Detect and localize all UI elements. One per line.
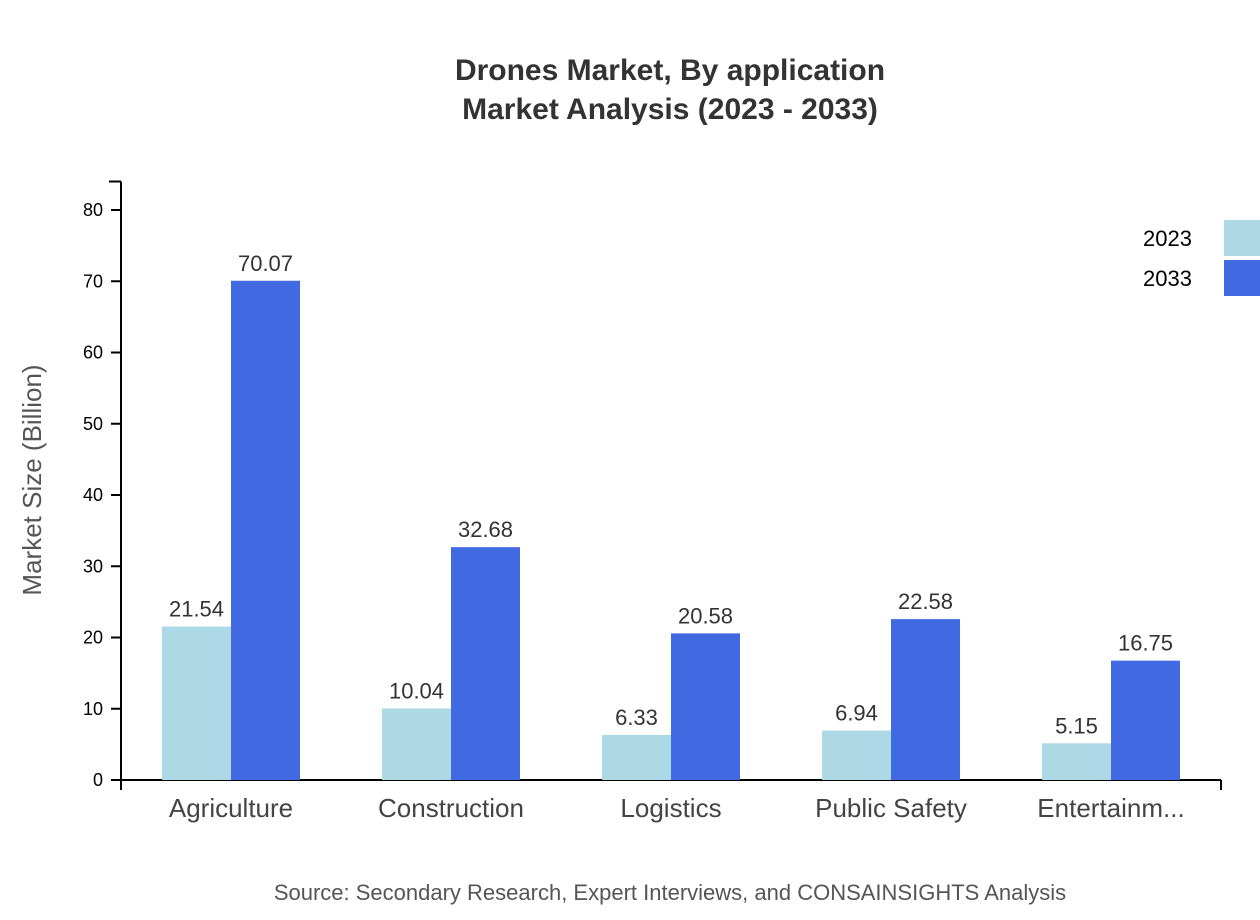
bar-2033 (891, 619, 960, 780)
source-note: Source: Secondary Research, Expert Inter… (274, 880, 1066, 905)
legend-swatch-2023 (1224, 220, 1260, 256)
y-tick-label: 80 (83, 200, 103, 220)
data-label: 20.58 (678, 603, 733, 628)
x-tick-label: Logistics (620, 793, 721, 823)
data-label: 5.15 (1055, 713, 1098, 738)
data-label: 32.68 (458, 517, 513, 542)
x-tick-label: Public Safety (815, 793, 967, 823)
x-tick-label: Agriculture (169, 793, 293, 823)
y-tick-label: 0 (93, 770, 103, 790)
data-label: 10.04 (389, 678, 444, 703)
bar-2033 (451, 547, 520, 780)
bar-2023 (382, 708, 451, 780)
bar-2023 (602, 734, 671, 780)
y-tick-label: 50 (83, 414, 103, 434)
y-tick-label: 10 (83, 699, 103, 719)
x-tick-label: Entertainm... (1037, 793, 1184, 823)
bar-2033 (231, 280, 300, 780)
y-tick-label: 20 (83, 628, 103, 648)
bar-2033 (671, 633, 740, 780)
chart-title: Drones Market, By application (455, 54, 885, 87)
y-axis-label: Market Size (Billion) (17, 364, 47, 595)
data-label: 70.07 (238, 251, 293, 276)
y-tick-label: 40 (83, 485, 103, 505)
legend-label: 2033 (1143, 266, 1192, 291)
x-tick-label: Construction (378, 793, 524, 823)
bar-2023 (1042, 743, 1111, 780)
bar-2023 (822, 730, 891, 780)
bar-2033 (1111, 660, 1180, 780)
legend-swatch-2033 (1224, 260, 1260, 296)
y-tick-label: 70 (83, 271, 103, 291)
data-label: 6.33 (615, 705, 658, 730)
y-tick-label: 30 (83, 556, 103, 576)
data-label: 16.75 (1118, 631, 1173, 656)
legend-label: 2023 (1143, 226, 1192, 251)
data-label: 21.54 (169, 597, 224, 622)
data-label: 6.94 (835, 701, 878, 726)
y-tick-label: 60 (83, 343, 103, 363)
data-label: 22.58 (898, 589, 953, 614)
chart-subtitle: Market Analysis (2023 - 2033) (462, 93, 878, 126)
bar-2023 (162, 626, 231, 780)
